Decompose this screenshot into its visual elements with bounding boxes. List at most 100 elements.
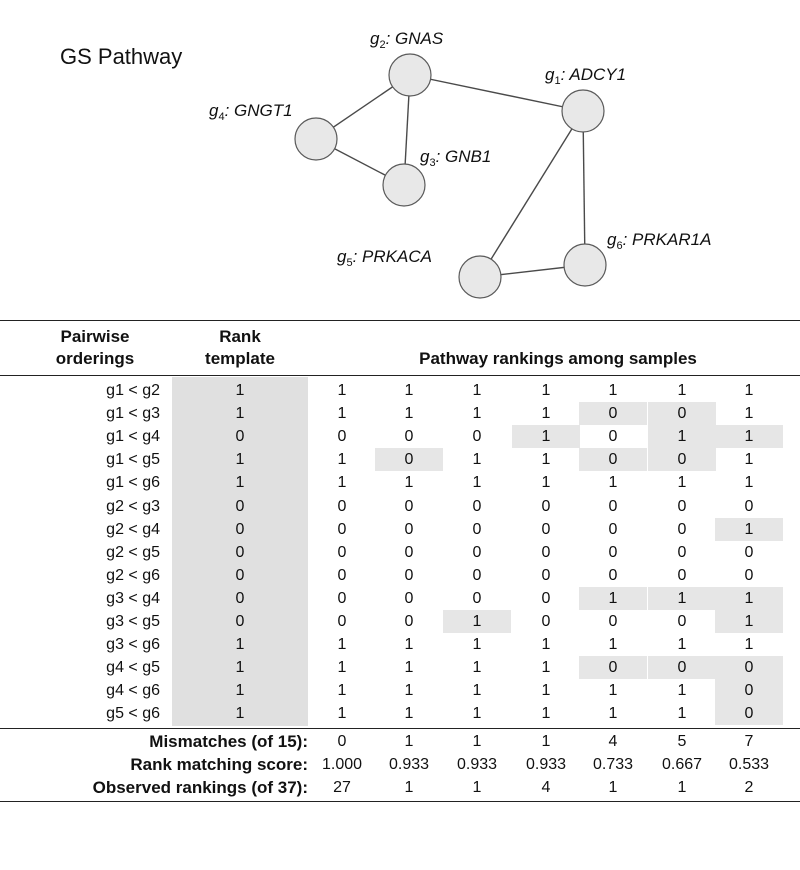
footer-value: 1 [404,778,414,796]
sample-value: 0 [404,428,414,446]
sample-value: 0 [337,520,347,538]
footer-value: 4 [541,778,551,796]
sample-value: 0 [541,566,551,584]
sample-value: 1 [472,682,482,700]
sample-value: 0 [541,497,551,515]
footer-value: 5 [677,732,687,750]
ranking-table: Pairwise orderings Rank template Pathway r… [0,312,800,870]
sample-value: 1 [541,682,551,700]
sample-value: 0 [472,497,482,515]
sample-value: 1 [472,636,482,654]
sample-value: 1 [541,636,551,654]
sample-value: 0 [608,497,618,515]
sample-value: 1 [472,474,482,492]
sample-value: 1 [337,474,347,492]
sample-value: 1 [541,405,551,423]
footer-label: Mismatches (of 15): [149,731,308,751]
sample-value: 1 [744,636,754,654]
sample-value: 1 [715,586,783,610]
footer-value: 1 [404,732,414,750]
edge-g2-g1 [409,74,584,112]
sample-value: 1 [472,659,482,677]
sample-value: 1 [337,659,347,677]
sample-value: 1 [715,425,783,449]
sample-value: 1 [715,517,783,541]
sample-value: 1 [472,382,482,399]
pathway-graph: g2: GNAS g1: ADCY1 g4: GNGT1 g3: GNB1 g5: PR… [209,29,711,299]
sample-value: 1 [337,405,347,423]
sample-value: 0 [648,656,716,680]
footer-value: 0.933 [525,755,567,773]
template-value: 1 [235,474,245,492]
sample-value: 1 [472,451,482,469]
template-value: 1 [235,659,245,677]
sample-value: 0 [579,656,647,680]
footer-value: 0.933 [388,755,430,773]
footer-value: 0.733 [592,755,634,773]
row-label: g3 < g4 [106,589,160,607]
footer-value: 0.533 [728,755,770,773]
node-g5 [458,255,502,299]
node-label-g6: g6: PRKAR1A [607,230,711,252]
node-label-g4: g4: GNGT1 [209,101,293,123]
sample-value: 0 [541,613,551,630]
sample-value: 0 [648,448,716,472]
sample-value: 1 [337,682,347,700]
sample-value: 0 [337,613,347,630]
node-g6 [563,243,607,287]
sample-value: 0 [472,428,482,446]
template-value: 0 [235,428,245,446]
footer-value: 27 [333,778,351,796]
sample-value: 0 [677,566,687,584]
sample-value: 1 [648,586,716,610]
sample-value: 1 [404,474,414,492]
sample-value: 1 [744,451,754,469]
sample-value: 1 [608,636,618,654]
node-label-g5: g5: PRKACA [337,247,432,269]
sample-value: 1 [541,474,551,492]
sample-value: 0 [608,428,618,446]
template-value: 1 [235,405,245,423]
sample-value: 0 [715,656,783,680]
sample-value: 0 [744,497,754,515]
footer-value: 4 [608,732,618,750]
row-label: g1 < g6 [106,474,160,492]
node-label-g3: g3: GNB1 [420,147,491,169]
sample-value: 0 [579,402,647,426]
sample-value: 0 [677,497,687,515]
sample-value: 0 [541,543,551,561]
sample-value: 0 [472,589,482,607]
sample-value: 1 [608,682,618,700]
sample-value: 1 [404,382,414,399]
sample-value: 0 [404,589,414,607]
sample-value: 0 [404,613,414,630]
sample-value: 0 [337,497,347,515]
sample-value: 1 [337,636,347,654]
footer-label: Rank matching score: [130,754,308,774]
rank-template-shade [172,377,308,726]
sample-value: 1 [443,610,511,633]
row-label: g3 < g5 [106,613,160,630]
sample-value: 0 [404,543,414,561]
sample-value: 0 [472,520,482,538]
node-g1 [561,89,605,133]
sample-value: 1 [541,659,551,677]
template-value: 1 [235,451,245,469]
header-divider [0,375,800,376]
template-value: 0 [235,589,245,607]
sample-value: 1 [337,382,347,399]
footer-value: 1 [472,732,482,750]
template-value: 0 [235,497,245,515]
header-rank-template: Rank template [205,327,275,368]
footer-value: 1 [677,778,687,796]
sample-value: 1 [472,405,482,423]
sample-value: 0 [648,402,716,426]
sample-value: 1 [608,382,618,399]
template-value: 1 [235,636,245,654]
sample-value: 0 [608,566,618,584]
row-label: g4 < g6 [106,682,160,700]
sample-value: 0 [608,543,618,561]
sample-value: 1 [541,451,551,469]
sample-value: 0 [715,679,783,703]
node-g3 [382,163,426,207]
